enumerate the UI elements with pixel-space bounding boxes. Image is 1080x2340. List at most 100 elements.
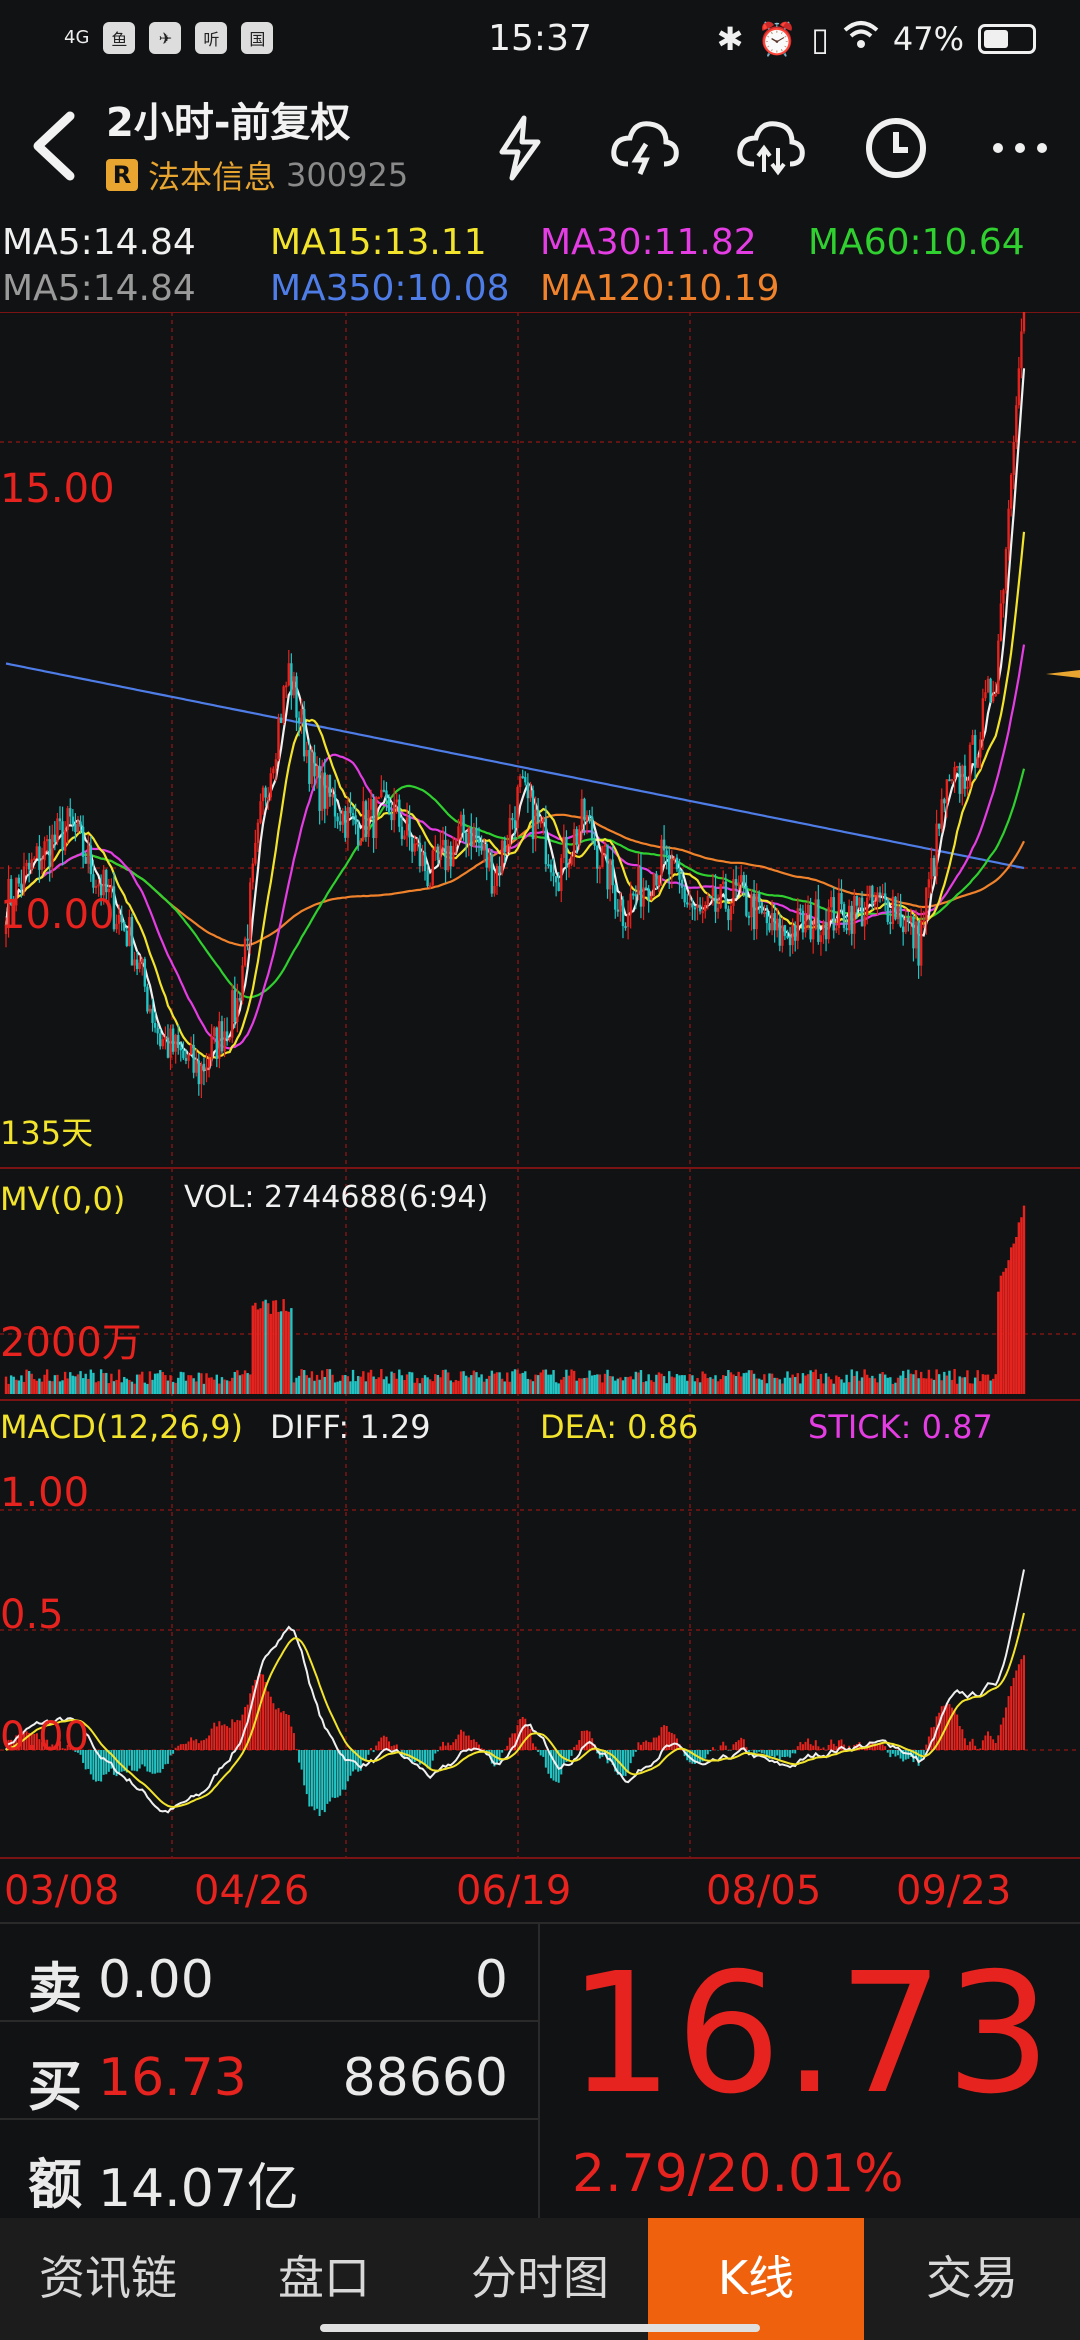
candle-body <box>750 893 753 918</box>
volume-bar <box>871 1375 874 1394</box>
tab-kline[interactable]: K线 <box>648 2218 864 2340</box>
volume-bar <box>48 1380 51 1394</box>
candle-body <box>724 881 727 909</box>
more-icon[interactable] <box>984 112 1056 184</box>
candle-body <box>968 744 972 787</box>
volume-bar <box>665 1383 668 1394</box>
candle-body <box>446 845 450 871</box>
candle-body <box>927 879 931 888</box>
tab-order-book[interactable]: 盘口 <box>278 2251 370 2305</box>
candle-body <box>539 821 542 824</box>
volume-bar <box>74 1376 77 1394</box>
candle-body <box>197 1060 201 1085</box>
volume-bar <box>246 1373 249 1394</box>
volume-bar <box>439 1377 442 1394</box>
candle-body <box>385 790 388 799</box>
candle-body <box>421 852 424 867</box>
volume-bar <box>151 1379 154 1394</box>
volume-bar <box>380 1369 383 1394</box>
volume-bar <box>642 1382 645 1394</box>
candle-body <box>272 768 275 774</box>
volume-bar <box>657 1372 661 1394</box>
sell-row[interactable]: 卖 0.00 0 <box>0 1924 538 2022</box>
volume-bar <box>575 1380 578 1394</box>
volume-bar <box>1012 1243 1015 1394</box>
volume-bar <box>480 1374 483 1394</box>
volume-bar <box>215 1374 218 1394</box>
volume-bar <box>883 1374 887 1394</box>
volume-bar <box>644 1381 648 1394</box>
volume-bar <box>768 1373 771 1394</box>
status-bar: 4G 鱼 ✈ 听 国 15:37 ✱ ⏰ ▯ 47% <box>0 0 1080 84</box>
volume-bar <box>668 1371 671 1394</box>
volume-bar <box>578 1378 581 1394</box>
tab-news-chain[interactable]: 资讯链 <box>39 2251 177 2305</box>
candle-body <box>117 914 121 924</box>
candle-body <box>112 886 116 930</box>
volume-bar <box>390 1371 393 1394</box>
ma-legend-item: MA5:14.84 <box>2 222 196 263</box>
volume-bar <box>292 1382 296 1394</box>
volume-bar <box>824 1373 828 1394</box>
candle-body <box>629 893 632 915</box>
buy-row[interactable]: 买 16.73 88660 <box>0 2022 538 2120</box>
battery-percent: 47% <box>892 20 964 58</box>
clock-icon[interactable] <box>860 112 932 184</box>
cloud-lightning-icon[interactable] <box>608 112 680 184</box>
candle-body <box>531 790 535 840</box>
volume-bar <box>472 1370 476 1394</box>
volume-bar <box>128 1380 131 1394</box>
volume-bar <box>506 1372 509 1394</box>
volume-bar <box>349 1381 352 1394</box>
candle-body <box>485 844 488 868</box>
volume-bar <box>92 1372 95 1394</box>
candle-body <box>45 839 49 842</box>
stock-info[interactable]: R 法本信息 300925 <box>106 152 408 198</box>
flash-icon[interactable] <box>484 112 556 184</box>
volume-bar <box>840 1379 843 1394</box>
ma350-line <box>5 662 1025 870</box>
candle-body <box>608 859 612 890</box>
candle-body <box>9 878 13 906</box>
candle-body <box>338 821 342 825</box>
candle-body <box>441 839 445 846</box>
bluetooth-icon: ✱ <box>716 20 744 58</box>
volume-bar <box>475 1372 478 1394</box>
candle-body <box>722 881 725 885</box>
volume-bar <box>27 1371 31 1394</box>
candle-body <box>249 882 252 940</box>
candle-body <box>901 926 905 933</box>
volume-bar <box>678 1375 681 1394</box>
candle-body <box>377 797 380 800</box>
candle-body <box>948 779 951 782</box>
cloud-sync-icon[interactable] <box>734 112 806 184</box>
candle-body <box>904 917 907 933</box>
candle-body <box>799 908 802 911</box>
volume-bar <box>367 1372 370 1394</box>
candle-body <box>688 903 692 906</box>
candle-body <box>847 905 851 931</box>
home-indicator <box>320 2324 760 2332</box>
volume-bar <box>804 1375 807 1394</box>
candle-body <box>426 871 429 887</box>
ma-legend-item: MA30:11.82 <box>540 222 757 263</box>
tab-intraday[interactable]: 分时图 <box>471 2251 609 2305</box>
app-icon-send: ✈ <box>149 22 182 54</box>
candle-body <box>405 817 409 836</box>
volume-bar <box>549 1374 553 1394</box>
candle-body <box>349 807 352 814</box>
volume-bar <box>315 1374 319 1394</box>
volume-bar <box>356 1376 360 1394</box>
candle-body <box>637 867 640 895</box>
candle-body <box>734 879 738 886</box>
volume-bar <box>364 1381 368 1394</box>
kline-chart[interactable] <box>0 312 1080 1922</box>
volume-bar <box>619 1377 622 1394</box>
tab-trade[interactable]: 交易 <box>926 2251 1018 2305</box>
candle-body <box>279 717 283 723</box>
candle-body <box>267 797 270 800</box>
volume-bar <box>596 1374 599 1394</box>
candle-body <box>297 717 301 723</box>
back-button[interactable] <box>24 108 88 184</box>
volume-bar <box>794 1377 797 1394</box>
